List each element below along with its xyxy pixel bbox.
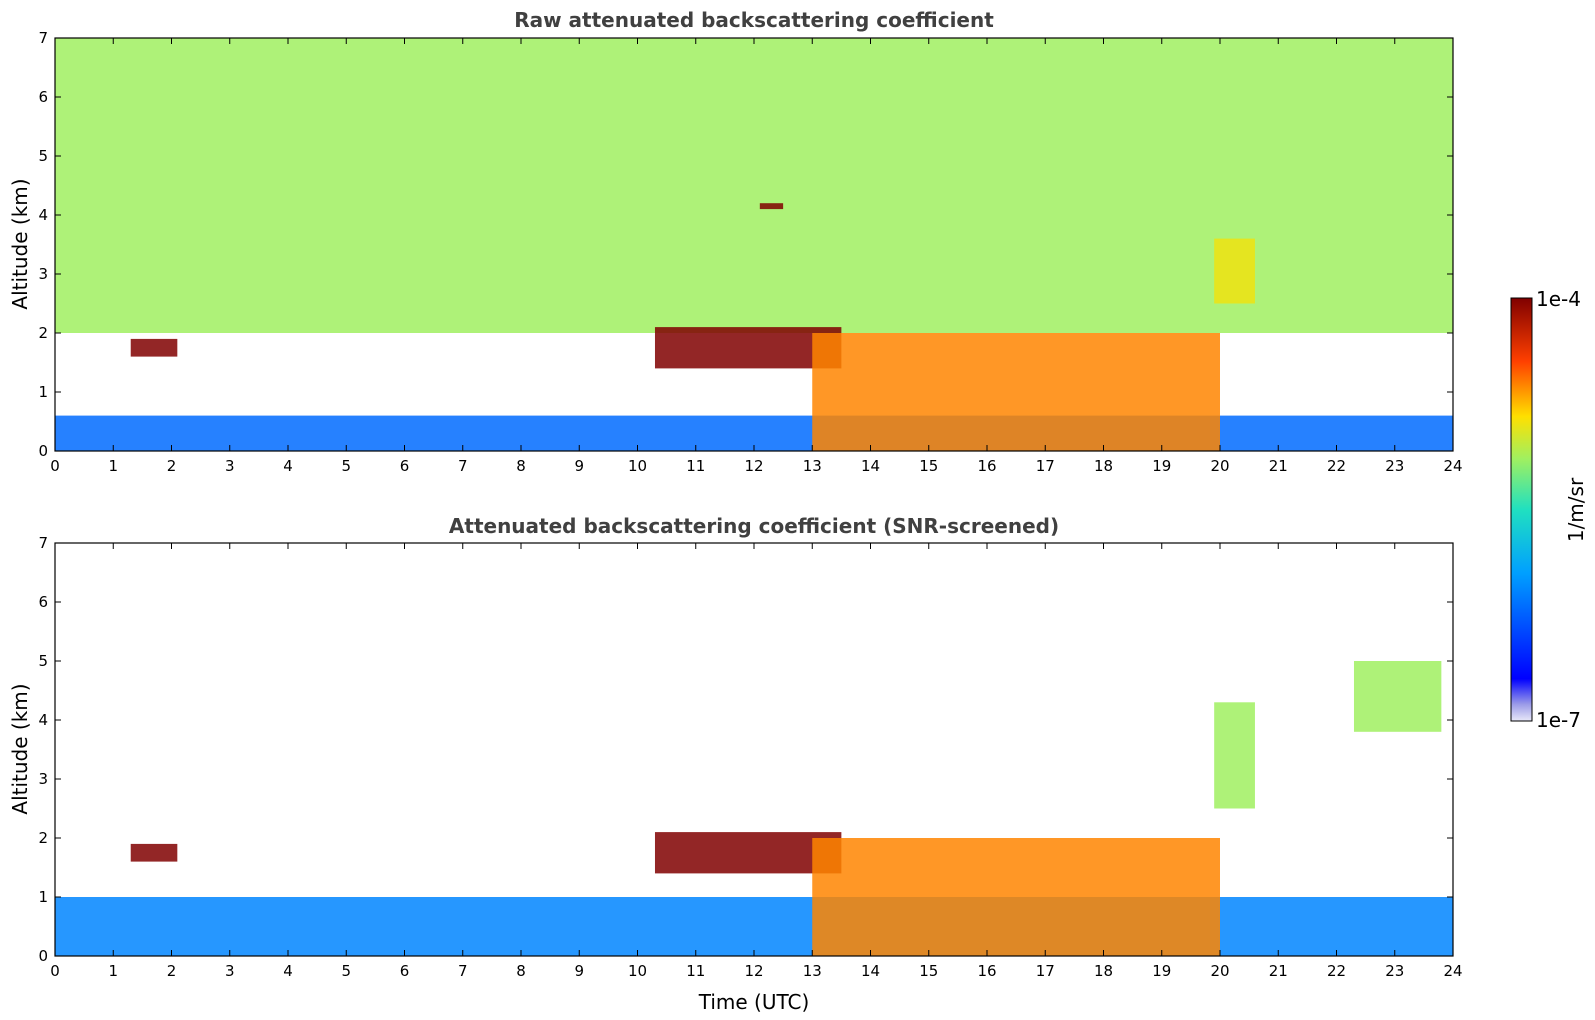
x-tick-label: 2 xyxy=(167,457,177,475)
heatmap-feature xyxy=(1353,661,1442,732)
heatmap-features xyxy=(55,38,1453,451)
x-tick-label: 22 xyxy=(1327,457,1346,475)
x-tick-label: 6 xyxy=(400,962,410,980)
y-axis-label: Altitude (km) xyxy=(8,178,32,309)
x-tick-label: 24 xyxy=(1443,962,1462,980)
x-tick-label: 20 xyxy=(1210,962,1229,980)
y-axis-label: Altitude (km) xyxy=(8,683,32,814)
x-tick-label: 8 xyxy=(516,962,526,980)
x-tick-label: 15 xyxy=(919,962,938,980)
x-tick-label: 18 xyxy=(1094,962,1113,980)
y-tick-label: 1 xyxy=(38,383,48,401)
heatmap-feature xyxy=(654,327,842,369)
x-tick-label: 14 xyxy=(861,457,880,475)
x-tick-label: 13 xyxy=(803,457,822,475)
colorbar-min-label: 1e-7 xyxy=(1536,708,1581,732)
panel-title: Raw attenuated backscattering coefficien… xyxy=(514,8,994,32)
heatmap-feature xyxy=(130,843,178,862)
x-tick-label: 1 xyxy=(108,962,118,980)
x-tick-label: 20 xyxy=(1210,457,1229,475)
x-tick-label: 8 xyxy=(516,457,526,475)
x-tick-label: 1 xyxy=(108,457,118,475)
x-tick-label: 17 xyxy=(1036,962,1055,980)
x-tick-label: 22 xyxy=(1327,962,1346,980)
x-tick-label: 2 xyxy=(167,962,177,980)
heatmap-features xyxy=(55,661,1453,956)
x-tick-label: 3 xyxy=(225,962,235,980)
x-tick-label: 19 xyxy=(1152,962,1171,980)
x-tick-label: 17 xyxy=(1036,457,1055,475)
x-axis-label: Time (UTC) xyxy=(698,990,810,1014)
y-tick-label: 3 xyxy=(38,265,48,283)
x-tick-label: 0 xyxy=(50,962,60,980)
x-tick-label: 18 xyxy=(1094,457,1113,475)
y-tick-label: 3 xyxy=(38,770,48,788)
panel-title: Attenuated backscattering coefficient (S… xyxy=(449,514,1059,538)
x-axis-ticks: 0 1 2 3 4 5 6 7 8 9 10 11 12 13 14 15 16 17 18 19 20 21 22 23 24 xyxy=(50,38,1463,475)
heatmap-feature xyxy=(1214,238,1255,304)
x-tick-label: 19 xyxy=(1152,457,1171,475)
x-tick-label: 7 xyxy=(458,457,468,475)
y-tick-label: 4 xyxy=(38,206,48,224)
y-tick-label: 5 xyxy=(38,147,48,165)
heatmap-feature xyxy=(654,832,842,874)
heatmap-feature xyxy=(812,333,1220,451)
x-tick-label: 23 xyxy=(1385,962,1404,980)
y-tick-label: 4 xyxy=(38,711,48,729)
x-tick-label: 12 xyxy=(744,962,763,980)
snr-screened-panel: Attenuated backscattering coefficient (S… xyxy=(8,514,1463,1014)
y-tick-label: 6 xyxy=(38,88,48,106)
x-tick-label: 4 xyxy=(283,962,293,980)
raw-backscatter-panel: Raw attenuated backscattering coefficien… xyxy=(8,8,1463,475)
y-tick-label: 7 xyxy=(38,29,48,47)
x-tick-label: 24 xyxy=(1443,457,1462,475)
y-tick-label: 2 xyxy=(38,324,48,342)
heatmap-feature xyxy=(130,338,178,357)
x-tick-label: 10 xyxy=(628,962,647,980)
x-tick-label: 21 xyxy=(1269,457,1288,475)
x-tick-label: 11 xyxy=(686,962,705,980)
heatmap-area xyxy=(55,38,1453,451)
x-tick-label: 12 xyxy=(744,457,763,475)
y-axis-ticks: 0 1 2 3 4 5 6 7 xyxy=(38,534,1453,965)
y-tick-label: 2 xyxy=(38,829,48,847)
x-tick-label: 6 xyxy=(400,457,410,475)
x-tick-label: 23 xyxy=(1385,457,1404,475)
x-tick-label: 11 xyxy=(686,457,705,475)
y-tick-label: 6 xyxy=(38,593,48,611)
x-tick-label: 9 xyxy=(574,457,584,475)
heatmap-feature xyxy=(812,838,1220,956)
x-tick-label: 5 xyxy=(341,962,351,980)
x-tick-label: 3 xyxy=(225,457,235,475)
x-tick-label: 4 xyxy=(283,457,293,475)
heatmap-feature xyxy=(759,203,784,210)
heatmap-feature xyxy=(1214,702,1255,809)
y-tick-label: 7 xyxy=(38,534,48,552)
y-axis-ticks: 0 1 2 3 4 5 6 7 xyxy=(38,29,1453,460)
heatmap-feature xyxy=(55,897,1453,956)
x-tick-label: 0 xyxy=(50,457,60,475)
colorbar: 1e-4 1e-7 1/m/sr xyxy=(1510,287,1588,732)
x-tick-label: 10 xyxy=(628,457,647,475)
colorbar-gradient xyxy=(1510,297,1533,722)
y-tick-label: 0 xyxy=(38,442,48,460)
x-tick-label: 7 xyxy=(458,962,468,980)
y-tick-label: 0 xyxy=(38,947,48,965)
x-tick-label: 21 xyxy=(1269,962,1288,980)
y-tick-label: 1 xyxy=(38,888,48,906)
heatmap-area xyxy=(55,543,1453,956)
x-tick-label: 16 xyxy=(977,457,996,475)
x-tick-label: 16 xyxy=(977,962,996,980)
colorbar-label: 1/m/sr xyxy=(1564,477,1588,542)
x-tick-label: 9 xyxy=(574,962,584,980)
y-tick-label: 5 xyxy=(38,652,48,670)
x-tick-label: 5 xyxy=(341,457,351,475)
x-tick-label: 15 xyxy=(919,457,938,475)
x-tick-label: 13 xyxy=(803,962,822,980)
x-tick-label: 14 xyxy=(861,962,880,980)
colorbar-max-label: 1e-4 xyxy=(1536,287,1581,311)
x-axis-ticks: 0 1 2 3 4 5 6 7 8 9 10 11 12 13 14 15 16 17 18 19 20 21 22 23 24 xyxy=(50,543,1463,980)
